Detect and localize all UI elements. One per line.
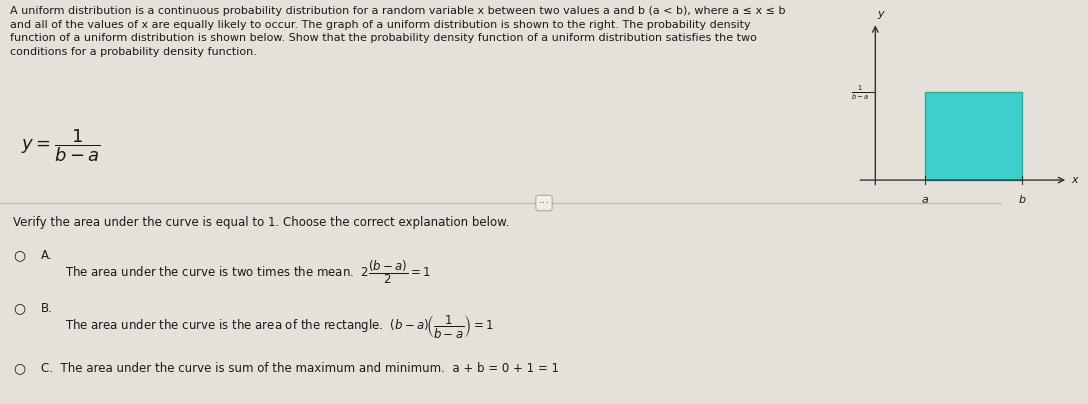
Text: Verify the area under the curve is equal to 1. Choose the correct explanation be: Verify the area under the curve is equal… [13,216,509,229]
Text: ○: ○ [13,301,25,315]
Text: The area under the curve is two times the mean.  $2\dfrac{(b-a)}{2} = 1$: The area under the curve is two times th… [65,258,431,286]
Text: A uniform distribution is a continuous probability distribution for a random var: A uniform distribution is a continuous p… [10,6,786,57]
Text: B.: B. [41,301,53,315]
Text: b: b [1018,195,1025,205]
Text: x: x [1072,175,1078,185]
Text: a: a [922,195,929,205]
Text: C.  The area under the curve is sum of the maximum and minimum.  a + b = 0 + 1 =: C. The area under the curve is sum of th… [41,362,559,375]
Text: The area under the curve is the area of the rectangle.  $(b-a)\!\left(\dfrac{1}{: The area under the curve is the area of … [65,313,494,340]
Text: ○: ○ [13,248,25,263]
Text: $y = \dfrac{\ 1\ }{b-a}$: $y = \dfrac{\ 1\ }{b-a}$ [21,127,101,164]
Text: $\frac{1}{b-a}$: $\frac{1}{b-a}$ [851,83,870,101]
Text: ···: ··· [539,198,549,208]
Text: y: y [877,9,883,19]
Bar [925,93,1022,180]
Text: A.: A. [41,249,53,262]
Text: ○: ○ [13,362,25,376]
